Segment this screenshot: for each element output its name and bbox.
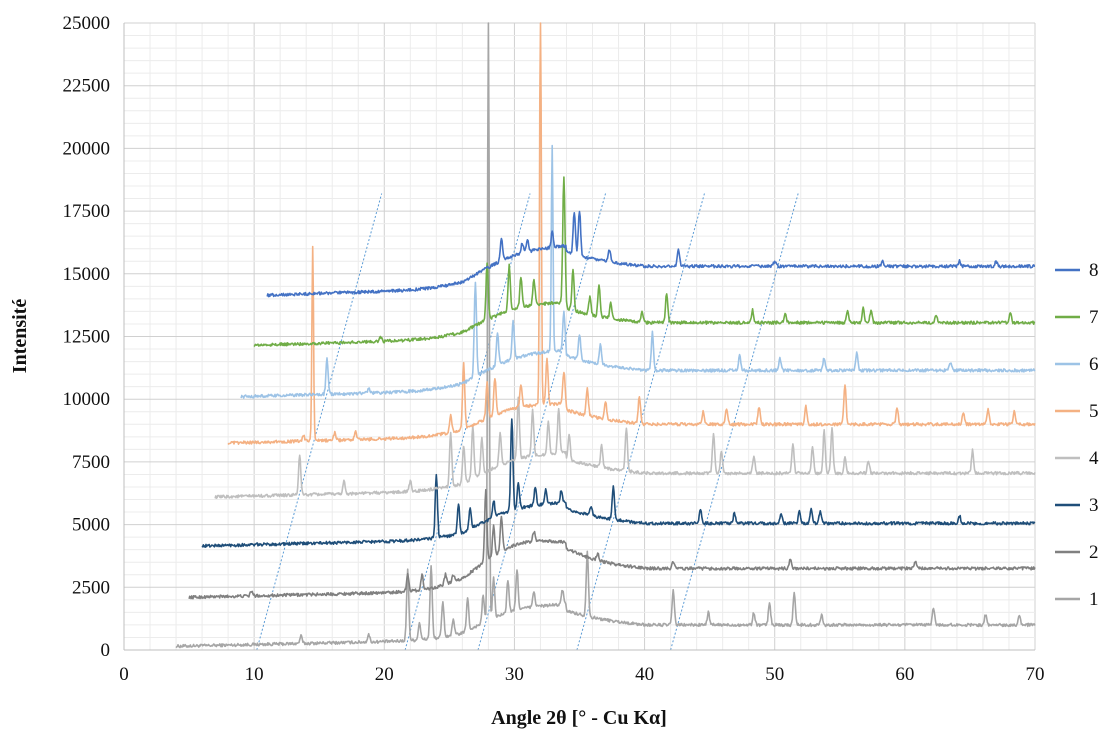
series-line-5	[227, 22, 1036, 445]
legend-label-4: 4	[1089, 448, 1099, 469]
legend-label-3: 3	[1089, 495, 1099, 516]
y-tick-label: 5000	[72, 515, 110, 536]
y-tick-label: 22500	[63, 76, 111, 97]
x-tick-label: 10	[245, 664, 264, 685]
tick-labels: 0 10 20 30 40 50 60 70 0 2500 5000 7500 10000 12500 15…	[63, 13, 1045, 685]
legend-label-6: 6	[1089, 354, 1099, 375]
series-line-1	[175, 22, 1036, 649]
y-tick-label: 15000	[63, 264, 111, 285]
y-tick-label: 20000	[63, 138, 111, 159]
x-tick-label: 70	[1026, 664, 1045, 685]
legend-label-5: 5	[1089, 401, 1099, 422]
legend-label-1: 1	[1089, 589, 1099, 610]
reference-line	[576, 193, 705, 651]
series-line-3	[201, 418, 1036, 548]
reference-lines	[256, 193, 799, 651]
y-tick-label: 17500	[63, 201, 111, 222]
x-axis-title: Angle 2θ [° - Cu Kα]	[491, 707, 667, 729]
reference-line	[256, 193, 383, 651]
series-line-8	[266, 210, 1036, 298]
reference-line	[670, 193, 799, 651]
y-axis-title: Intensité	[9, 299, 31, 374]
legend: 8 7 6 5 4 3 2 1	[1055, 260, 1099, 610]
axes	[123, 23, 1035, 651]
legend-label-8: 8	[1089, 260, 1099, 281]
reference-line	[477, 193, 607, 651]
legend-label-7: 7	[1089, 307, 1099, 328]
legend-label-2: 2	[1089, 542, 1099, 563]
y-tick-label: 0	[101, 640, 111, 661]
series-line-2	[188, 488, 1036, 600]
series-line-6	[240, 144, 1036, 399]
series-lines	[175, 22, 1036, 649]
x-tick-label: 40	[635, 664, 654, 685]
x-tick-label: 0	[119, 664, 129, 685]
y-tick-label: 2500	[72, 577, 110, 598]
y-tick-label: 7500	[72, 452, 110, 473]
series-line-4	[214, 396, 1036, 499]
y-tick-label: 25000	[63, 13, 111, 34]
x-tick-label: 20	[375, 664, 394, 685]
reference-line	[404, 193, 531, 651]
x-tick-label: 50	[765, 664, 784, 685]
series-line-7	[253, 176, 1036, 348]
x-tick-label: 60	[895, 664, 914, 685]
y-tick-label: 10000	[63, 389, 111, 410]
y-tick-label: 12500	[63, 327, 111, 348]
x-tick-label: 30	[505, 664, 524, 685]
